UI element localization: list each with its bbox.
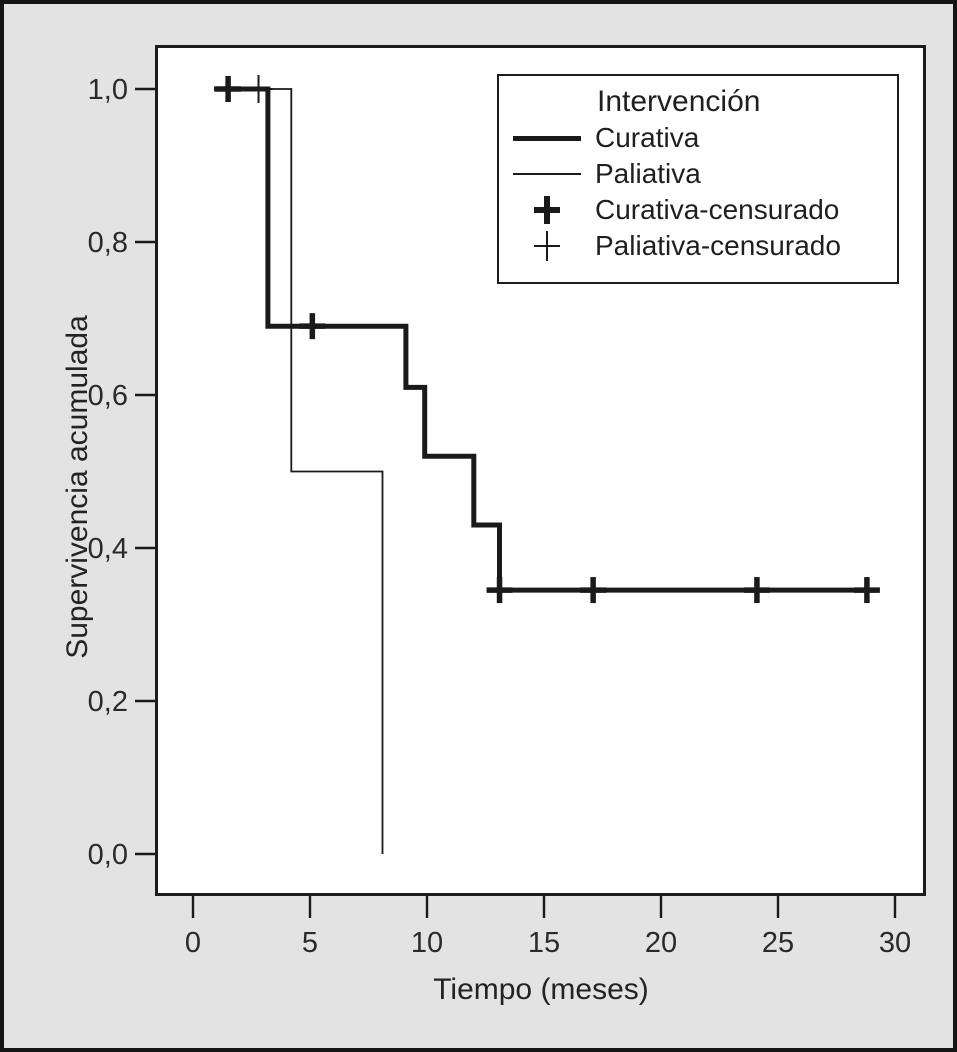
thin-plus-icon — [534, 231, 560, 261]
legend-title: Intervención — [597, 85, 761, 118]
curativa-curve — [214, 76, 880, 604]
x-tick-label: 15 — [528, 927, 560, 959]
legend-label-curativa: Curativa — [595, 122, 700, 153]
thin-line-icon — [513, 173, 581, 175]
y-tick-label: 0,8 — [88, 227, 128, 259]
kaplan-meier-chart: 0 5 10 15 20 25 30 0,0 0,2 0,4 0,6 0,8 1,0 — [88, 74, 911, 959]
curativa-step-line — [214, 86, 879, 593]
x-tick-label: 20 — [645, 927, 677, 959]
legend-label-paliativa: Paliativa — [595, 158, 701, 189]
x-tick-label: 30 — [879, 927, 911, 959]
legend-label-paliativa-censurado: Paliativa-censurado — [595, 230, 841, 261]
paliativa-step-line — [214, 88, 384, 854]
x-tick-label: 0 — [185, 927, 201, 959]
legend-label-curativa-censurado: Curativa-censurado — [595, 194, 840, 225]
legend-item-curativa-censurado: Curativa-censurado — [499, 192, 897, 228]
y-tick-label: 1,0 — [88, 74, 128, 106]
legend-item-curativa: Curativa — [499, 120, 897, 156]
y-axis-title: Supervivencia acumulada — [61, 315, 94, 659]
y-tick-label: 0,2 — [88, 686, 128, 718]
y-tick-label: 0,4 — [88, 533, 128, 565]
y-tick-label: 0,0 — [88, 839, 128, 871]
legend-item-paliativa-censurado: Paliativa-censurado — [499, 228, 897, 264]
legend-box: Intervención Curativa Paliativa Curativa… — [497, 74, 899, 284]
legend-item-paliativa: Paliativa — [499, 156, 897, 192]
thick-plus-icon — [534, 196, 560, 224]
x-tick-label: 5 — [302, 927, 318, 959]
thick-line-icon — [513, 135, 581, 141]
x-tick-label: 10 — [411, 927, 443, 959]
y-tick-label: 0,6 — [88, 380, 128, 412]
x-tick-label: 25 — [762, 927, 794, 959]
x-axis-title: Tiempo (meses) — [433, 973, 649, 1006]
paliativa-curve — [214, 75, 384, 854]
